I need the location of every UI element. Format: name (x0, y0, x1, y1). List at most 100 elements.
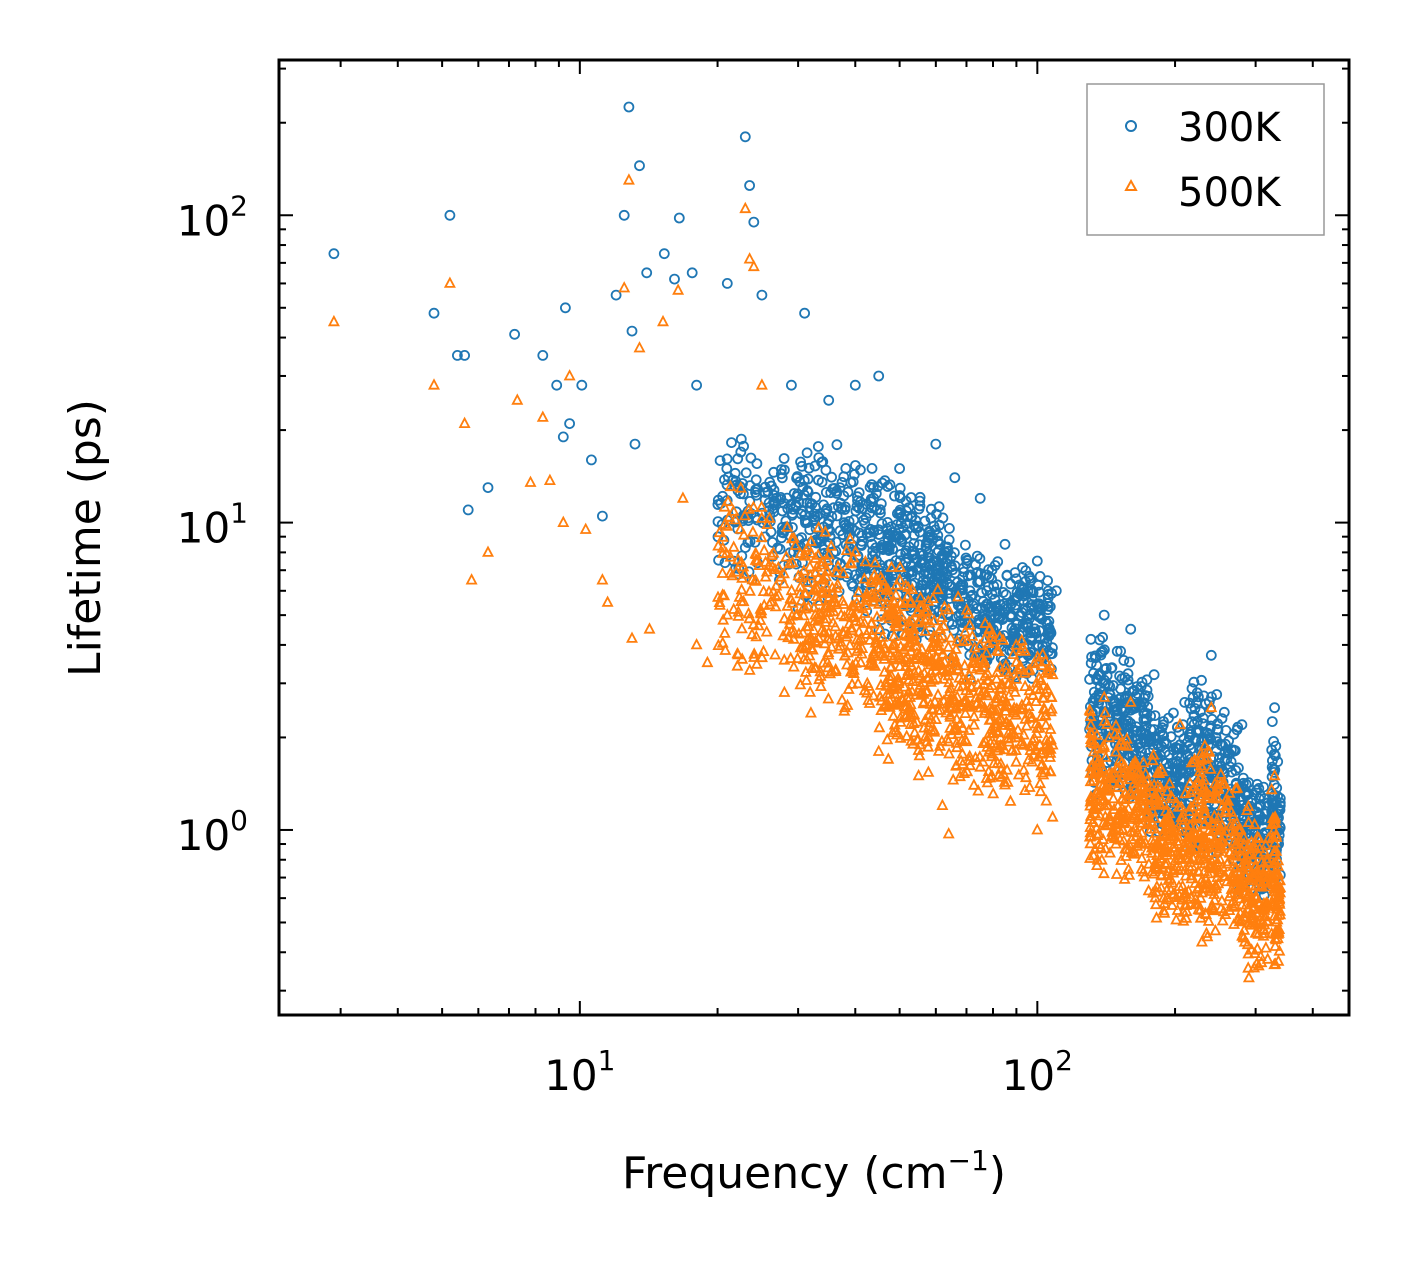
point-500k-517 (925, 701, 938, 714)
point-500k-268 (854, 655, 867, 668)
point-300k-964 (1010, 592, 1022, 604)
point-300k-595 (894, 555, 906, 567)
point-500k-26 (778, 653, 791, 665)
point-500k-275 (859, 554, 872, 567)
point-500k-1250 (1096, 761, 1109, 773)
point-500k-341 (844, 665, 857, 677)
point-500k-1066 (1091, 858, 1103, 870)
point-300k-850 (992, 556, 1004, 568)
point-500k-1166 (1084, 809, 1097, 821)
point-500k-1271 (1087, 801, 1100, 813)
point-300k-623 (928, 520, 940, 532)
point-500k-214 (805, 534, 817, 546)
point-300k-683 (949, 547, 960, 559)
point-500k-323 (841, 646, 854, 658)
point-500k-285 (827, 586, 839, 598)
point-500k-730 (967, 778, 980, 790)
point-500k-84 (718, 626, 731, 638)
point-500k-576 (904, 596, 917, 608)
point-300k-1643 (1220, 738, 1231, 750)
point-500k-594 (928, 725, 941, 737)
point-500k-693 (915, 688, 927, 700)
point-500k-671 (894, 731, 907, 743)
point-500k-873 (1045, 690, 1058, 702)
point-300k-1586 (1189, 734, 1200, 745)
point-500k-1015 (971, 659, 984, 672)
point-300k-860 (1033, 641, 1044, 653)
point-500k-1699 (1211, 778, 1224, 790)
point-500k-630 (910, 646, 923, 658)
point-300k-1405 (1171, 784, 1183, 796)
point-300k-102 (768, 499, 780, 511)
point-300k-123 (735, 488, 746, 500)
point-500k-1458 (1163, 806, 1176, 819)
point-500k-1008 (984, 771, 997, 783)
point-500k-172 (843, 638, 856, 650)
point-500k-1399 (1169, 840, 1182, 853)
point-500k-511 (922, 765, 935, 777)
point-500k-1709 (1211, 855, 1224, 867)
point-500k-1986 (739, 201, 752, 214)
point-500k-1006 (1035, 758, 1048, 770)
point-500k-1831 (1252, 927, 1265, 939)
point-500k-1691 (1197, 850, 1210, 862)
point-500k-948 (963, 686, 976, 698)
point-500k-1829 (1251, 830, 1264, 842)
point-500k-1470 (1164, 871, 1177, 884)
point-500k-870 (1030, 681, 1043, 694)
point-500k-972 (1015, 703, 1028, 715)
point-500k-293 (836, 693, 849, 705)
point-300k-37 (777, 521, 788, 533)
point-500k-696 (927, 629, 940, 641)
point-500k-1718 (1225, 869, 1238, 881)
point-500k-1999 (1031, 823, 1044, 835)
point-500k-1840 (1242, 815, 1255, 827)
point-300k-254 (851, 593, 863, 605)
point-500k-338 (792, 627, 805, 639)
point-500k-1469 (1160, 841, 1173, 854)
point-500k-657 (908, 665, 921, 678)
point-300k-582 (876, 477, 888, 489)
point-500k-1980 (657, 314, 669, 327)
point-500k-47 (755, 500, 768, 512)
point-500k-1872 (1242, 961, 1255, 973)
point-500k-980 (964, 758, 977, 771)
point-500k-1703 (1199, 806, 1212, 819)
point-300k-636 (944, 587, 956, 599)
point-500k-1022 (999, 658, 1012, 670)
point-500k-1025 (974, 697, 987, 709)
point-300k-1886 (610, 289, 622, 301)
point-500k-358 (867, 649, 880, 661)
point-300k-1402 (1153, 740, 1164, 752)
point-500k-1290 (1100, 769, 1113, 781)
point-500k-1462 (1178, 898, 1191, 910)
point-500k-290 (838, 649, 851, 661)
point-500k-365 (820, 600, 833, 613)
point-500k-377 (832, 559, 844, 572)
ticks-layer (279, 60, 1349, 1015)
point-300k-631 (903, 567, 915, 579)
point-300k-644 (882, 533, 894, 545)
point-500k-1461 (1142, 883, 1155, 896)
point-500k-1858 (1233, 879, 1246, 891)
point-500k-346 (814, 679, 827, 691)
point-300k-849 (957, 571, 969, 583)
point-500k-663 (910, 651, 923, 663)
point-500k-648 (872, 580, 885, 592)
point-500k-1126 (1130, 829, 1143, 842)
point-300k-62 (770, 492, 782, 504)
point-300k-334 (837, 529, 849, 541)
point-500k-959 (1007, 706, 1020, 718)
point-500k-549 (930, 712, 942, 724)
point-500k-1974 (601, 595, 614, 607)
point-500k-364 (800, 619, 813, 632)
point-300k-1410 (1170, 763, 1182, 775)
point-500k-1297 (1136, 837, 1149, 849)
point-300k-1557 (1229, 745, 1241, 756)
point-500k-1128 (1103, 771, 1115, 783)
point-300k-139 (714, 455, 726, 467)
point-500k-1739 (1261, 952, 1274, 964)
point-500k-233 (865, 617, 878, 629)
point-300k-602 (912, 520, 924, 532)
point-300k-197 (831, 439, 843, 451)
